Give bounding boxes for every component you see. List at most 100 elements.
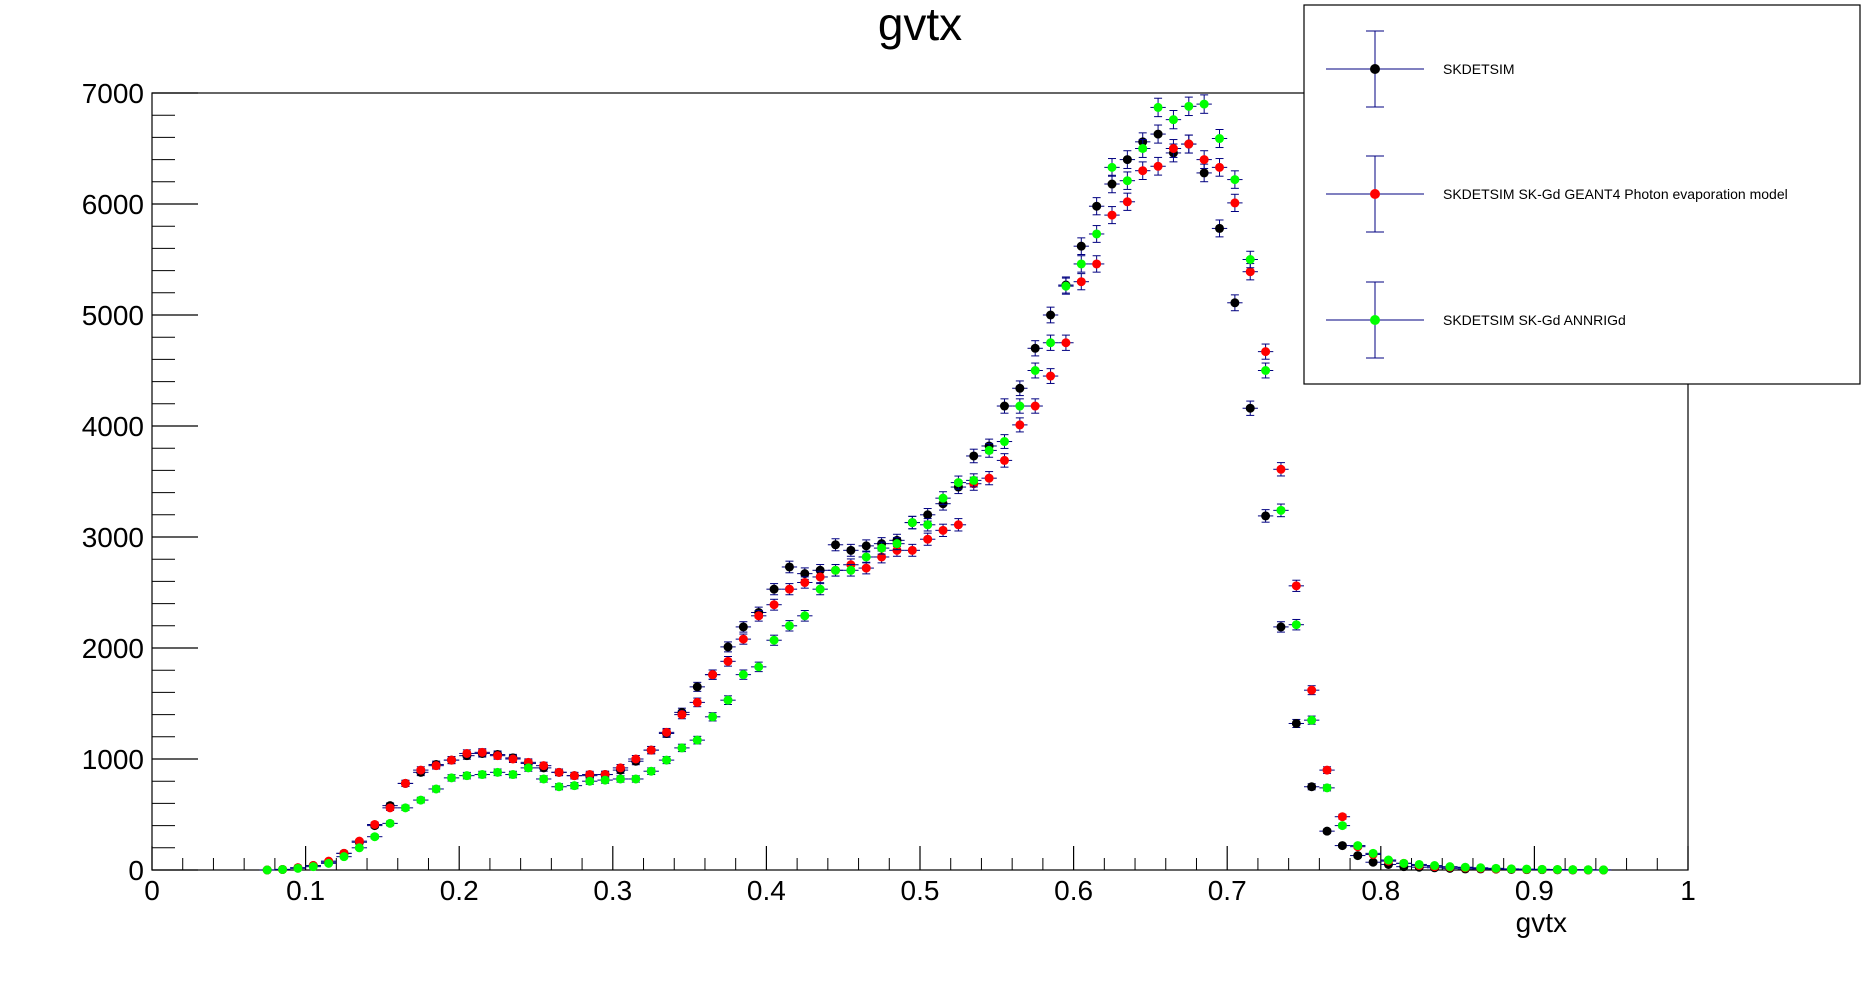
data-point [1476, 863, 1486, 873]
data-point [708, 712, 718, 722]
data-point [324, 858, 334, 868]
data-point [477, 747, 487, 757]
data-point [631, 754, 641, 764]
data-point [262, 865, 272, 875]
data-point [1276, 464, 1286, 474]
data-point [646, 766, 656, 776]
legend-entry-3: SKDETSIM SK-Gd ANNRIGd [1326, 281, 1626, 359]
data-point [708, 670, 718, 680]
data-point [1322, 826, 1332, 836]
data-point [846, 545, 856, 555]
series-3 [259, 94, 1612, 875]
data-point [1322, 783, 1332, 793]
data-point [969, 451, 979, 461]
data-point [1291, 620, 1301, 630]
legend-entry-2: SKDETSIM SK-Gd GEANT4 Photon evaporation… [1326, 155, 1788, 233]
data-point [354, 843, 364, 853]
data-point [1107, 210, 1117, 220]
legend-label: SKDETSIM SK-Gd ANNRIGd [1443, 312, 1626, 328]
y-tick-label: 4000 [82, 411, 144, 442]
data-point [831, 565, 841, 575]
data-point [1107, 179, 1117, 189]
legend-marker [1370, 315, 1380, 325]
data-point [1107, 162, 1117, 172]
data-point [1061, 281, 1071, 291]
data-point [1353, 841, 1363, 851]
legend-label: SKDETSIM SK-Gd GEANT4 Photon evaporation… [1443, 186, 1788, 202]
data-point [1153, 102, 1163, 112]
data-point [1583, 865, 1593, 875]
data-point [692, 682, 702, 692]
data-point [999, 401, 1009, 411]
x-tick-label: 0.7 [1208, 875, 1247, 906]
data-point [477, 770, 487, 780]
data-point [1276, 505, 1286, 515]
data-point [831, 540, 841, 550]
data-point [631, 774, 641, 784]
data-point [877, 543, 887, 553]
x-axis-label: gvtx [1516, 907, 1567, 938]
data-point [738, 670, 748, 680]
data-point [784, 621, 794, 631]
data-point [923, 534, 933, 544]
data-point [1030, 401, 1040, 411]
legend-label: SKDETSIM [1443, 61, 1515, 77]
data-point [523, 763, 533, 773]
data-point [308, 862, 318, 872]
data-point [1061, 338, 1071, 348]
data-point [923, 510, 933, 520]
data-point [278, 864, 288, 874]
data-point [1122, 155, 1132, 165]
data-point [615, 763, 625, 773]
data-point [1414, 859, 1424, 869]
data-point [738, 622, 748, 632]
data-point [370, 819, 380, 829]
data-point [1599, 865, 1609, 875]
data-point [1230, 198, 1240, 208]
data-point [1245, 403, 1255, 413]
data-point [1491, 863, 1501, 873]
x-tick-label: 0.3 [593, 875, 632, 906]
data-point [293, 863, 303, 873]
data-point [1184, 101, 1194, 111]
data-point [1184, 139, 1194, 149]
data-point [385, 818, 395, 828]
data-point [692, 735, 702, 745]
data-point [1122, 176, 1132, 186]
data-point [508, 754, 518, 764]
data-point [784, 584, 794, 594]
data-point [999, 455, 1009, 465]
data-point [938, 493, 948, 503]
x-tick-label: 0.8 [1361, 875, 1400, 906]
data-point [600, 775, 610, 785]
data-point [723, 656, 733, 666]
data-point [984, 473, 994, 483]
x-tick-label: 0 [144, 875, 160, 906]
data-point [861, 552, 871, 562]
data-point [493, 751, 503, 761]
data-point [1030, 343, 1040, 353]
data-point [554, 767, 564, 777]
data-point [892, 545, 902, 555]
data-point [861, 541, 871, 551]
data-point [1383, 855, 1393, 865]
y-tick-label: 2000 [82, 633, 144, 664]
data-point [907, 518, 917, 528]
data-point [969, 475, 979, 485]
data-point [1322, 765, 1332, 775]
x-tick-label: 0.5 [901, 875, 940, 906]
data-point [539, 774, 549, 784]
y-tick-label: 7000 [82, 78, 144, 109]
data-point [1291, 718, 1301, 728]
data-point [493, 767, 503, 777]
x-tick-label: 0.9 [1515, 875, 1554, 906]
legend-entry-1: SKDETSIM [1326, 30, 1515, 108]
data-point [447, 755, 457, 765]
data-point [1153, 129, 1163, 139]
data-point [1092, 259, 1102, 269]
data-point [554, 782, 564, 792]
data-point [370, 832, 380, 842]
data-point [1261, 366, 1271, 375]
data-point [1138, 144, 1148, 153]
